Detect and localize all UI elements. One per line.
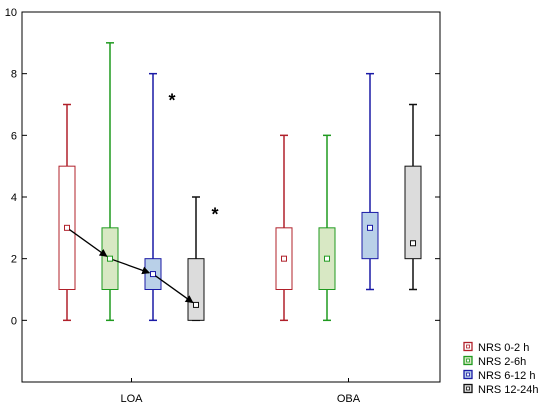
plot-area — [21, 11, 441, 383]
trend-arrow — [69, 229, 108, 257]
legend-label: NRS 6-12 h — [478, 370, 535, 382]
y-tick-label: 4 — [11, 192, 17, 204]
significance-asterisk: * — [211, 204, 218, 224]
trend-arrow — [155, 275, 194, 304]
box-body — [404, 165, 422, 260]
y-axis: 0 2 4 6 8 10 — [5, 7, 440, 327]
trend-arrow — [112, 259, 151, 275]
y-tick-label: 6 — [11, 130, 17, 142]
box-nrs-2-6h — [101, 42, 119, 322]
legend-label: NRS 0-2 h — [478, 342, 529, 354]
box-nrs-12-24h — [404, 103, 422, 291]
x-axis: LOA OBA — [120, 378, 361, 405]
y-tick-label: 0 — [11, 315, 17, 327]
box-nrs-6-12-h — [361, 72, 379, 291]
median-marker — [150, 271, 156, 278]
legend-swatch-marker — [466, 344, 470, 349]
legend-label: NRS 2-6h — [478, 356, 526, 368]
legend-label: NRS 12-24h — [478, 384, 539, 396]
box-nrs-12-24h — [187, 196, 205, 322]
legend-swatch-marker — [466, 358, 470, 363]
x-tick-label: OBA — [337, 393, 361, 405]
box-body — [187, 258, 205, 321]
legend: NRS 0-2 h NRS 2-6h NRS 6-12 h NRS 12-24h — [463, 341, 539, 396]
box-nrs-0-2-h — [275, 134, 293, 322]
box-body — [361, 211, 379, 260]
x-tick-label: LOA — [120, 393, 143, 405]
median-marker — [324, 255, 330, 262]
legend-swatch-marker — [466, 372, 470, 377]
legend-swatch-marker — [466, 386, 470, 391]
median-marker — [367, 224, 373, 231]
median-marker — [410, 240, 416, 247]
box-nrs-2-6h — [318, 134, 336, 322]
box-series-group — [58, 42, 422, 322]
significance-asterisk: * — [168, 90, 175, 110]
box-nrs-6-12-h — [144, 72, 162, 322]
y-tick-label: 8 — [11, 69, 17, 81]
legend-item: NRS 12-24h — [463, 383, 539, 396]
median-marker — [107, 255, 113, 262]
legend-item: NRS 6-12 h — [463, 369, 535, 382]
legend-item: NRS 2-6h — [463, 355, 526, 368]
box-nrs-0-2-h — [58, 103, 76, 322]
median-marker — [64, 224, 70, 231]
trend-arrows — [69, 229, 194, 304]
median-marker — [281, 255, 287, 262]
y-tick-label: 10 — [5, 7, 17, 19]
median-marker — [193, 301, 199, 308]
significance-annotations: ** — [168, 90, 218, 224]
y-tick-label: 2 — [11, 254, 17, 266]
legend-item: NRS 0-2 h — [463, 341, 529, 354]
